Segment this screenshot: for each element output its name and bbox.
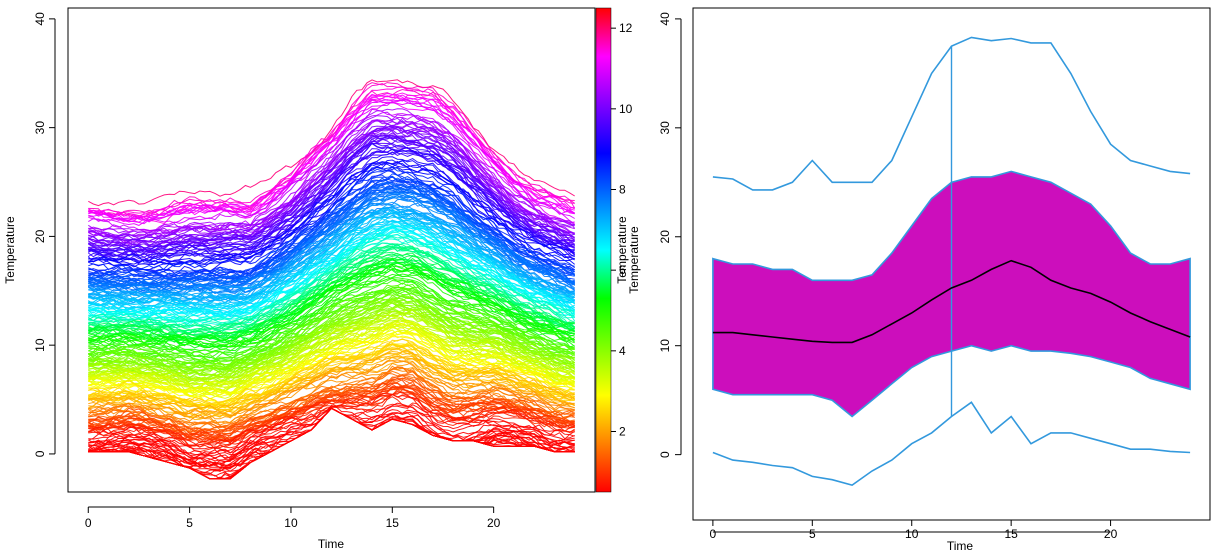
series-line bbox=[88, 137, 575, 254]
left-panel: 0 5 10 15 20 0 10 20 30 40 Time Temperature 2 4 6 8… bbox=[3, 7, 633, 551]
colorbar-tick-label: 6 bbox=[619, 263, 626, 277]
series-line bbox=[88, 108, 575, 232]
series-line bbox=[88, 268, 575, 346]
series-line bbox=[88, 387, 575, 437]
series-line bbox=[88, 245, 575, 333]
median-line bbox=[712, 259, 1191, 344]
series-line bbox=[88, 111, 575, 233]
series-line bbox=[88, 386, 575, 443]
left-y-tick-label: 20 bbox=[33, 229, 47, 243]
series-line bbox=[88, 143, 575, 261]
right-x-tick-label: 15 bbox=[1004, 527, 1018, 541]
left-x-axis-label: Time bbox=[318, 537, 345, 551]
series-line bbox=[87, 326, 575, 389]
series-line bbox=[88, 92, 575, 220]
right-x-tick-label: 10 bbox=[905, 527, 919, 541]
series-line bbox=[88, 150, 575, 265]
series-line bbox=[88, 93, 575, 225]
left-x-tick-label: 15 bbox=[386, 516, 400, 530]
left-x-tick-label: 20 bbox=[487, 516, 501, 530]
series-line bbox=[88, 147, 576, 259]
upper-whisker-line bbox=[712, 36, 1191, 191]
colorbar-tick-label: 8 bbox=[619, 183, 626, 197]
series-line bbox=[88, 360, 575, 420]
series-line bbox=[88, 238, 576, 326]
series-line bbox=[88, 114, 576, 232]
series-line bbox=[88, 347, 575, 420]
right-x-tick-label: 20 bbox=[1104, 527, 1118, 541]
series-line bbox=[87, 159, 575, 274]
left-series-lines bbox=[87, 79, 576, 480]
series-line bbox=[88, 123, 575, 237]
right-x-axis-label: Time bbox=[947, 539, 974, 553]
series-line bbox=[88, 275, 575, 358]
series-line bbox=[88, 330, 575, 397]
right-y-tick-label: 40 bbox=[658, 12, 672, 26]
series-line bbox=[88, 402, 575, 457]
left-x-tick-label: 10 bbox=[284, 516, 298, 530]
right-panel: 0 5 10 15 20 0 10 20 30 40 Time Temperature bbox=[627, 7, 1211, 553]
series-line bbox=[88, 407, 575, 480]
colorbar-label: Temperature bbox=[615, 216, 629, 284]
series-line bbox=[88, 332, 575, 406]
series-line bbox=[88, 317, 576, 387]
series-line bbox=[88, 127, 575, 247]
left-y-tick-label: 30 bbox=[33, 121, 47, 135]
colorbar-tick-label: 12 bbox=[619, 21, 633, 35]
right-x-tick-label: 5 bbox=[809, 527, 816, 541]
left-y-tick-label: 40 bbox=[33, 12, 47, 26]
right-y-axis: 0 10 20 30 40 bbox=[658, 12, 682, 458]
series-line bbox=[88, 166, 575, 275]
colorbar-tick-label: 10 bbox=[619, 102, 633, 116]
right-y-tick-label: 0 bbox=[658, 451, 672, 458]
series-line bbox=[88, 366, 575, 417]
series-line bbox=[88, 343, 576, 411]
right-y-tick-label: 30 bbox=[658, 121, 672, 135]
right-x-axis: 0 5 10 15 20 bbox=[710, 520, 1118, 541]
series-line bbox=[88, 251, 575, 339]
left-y-axis: 0 10 20 30 40 bbox=[33, 12, 56, 457]
right-y-axis-label: Temperature bbox=[627, 226, 641, 294]
colorbar-tick-label: 2 bbox=[619, 425, 626, 439]
series-line bbox=[88, 79, 575, 207]
series-line bbox=[88, 148, 575, 257]
series-line bbox=[88, 344, 575, 409]
series-line bbox=[88, 219, 575, 311]
series-line bbox=[88, 257, 575, 343]
series-line bbox=[87, 366, 575, 429]
right-plot-frame bbox=[692, 7, 1211, 521]
series-line bbox=[88, 207, 575, 303]
series-line bbox=[88, 102, 575, 224]
left-x-tick-label: 5 bbox=[186, 516, 193, 530]
series-line bbox=[88, 273, 575, 359]
series-line bbox=[88, 187, 575, 287]
right-x-tick-label: 0 bbox=[710, 527, 717, 541]
series-line bbox=[88, 389, 575, 444]
left-x-axis: 0 5 10 15 20 bbox=[85, 506, 501, 530]
right-y-tick-label: 20 bbox=[658, 230, 672, 244]
series-line bbox=[88, 277, 575, 360]
colorbar-tick-label: 4 bbox=[619, 344, 626, 358]
series-line bbox=[88, 348, 575, 417]
colorbar bbox=[595, 7, 612, 493]
colorbar-axis: 2 4 6 8 10 12 bbox=[611, 21, 633, 439]
right-y-tick-label: 10 bbox=[658, 339, 672, 353]
series-line bbox=[87, 319, 575, 389]
left-x-tick-label: 0 bbox=[85, 516, 92, 530]
series-line bbox=[88, 264, 575, 349]
series-line bbox=[88, 325, 575, 397]
left-y-tick-label: 10 bbox=[33, 338, 47, 352]
series-line bbox=[88, 216, 575, 311]
left-y-axis-label: Temperature bbox=[3, 216, 17, 284]
left-y-tick-label: 0 bbox=[33, 450, 47, 457]
series-line bbox=[88, 243, 575, 337]
series-line bbox=[88, 225, 575, 317]
series-line bbox=[88, 236, 576, 328]
left-plot-frame bbox=[67, 7, 596, 493]
series-line bbox=[88, 296, 575, 381]
